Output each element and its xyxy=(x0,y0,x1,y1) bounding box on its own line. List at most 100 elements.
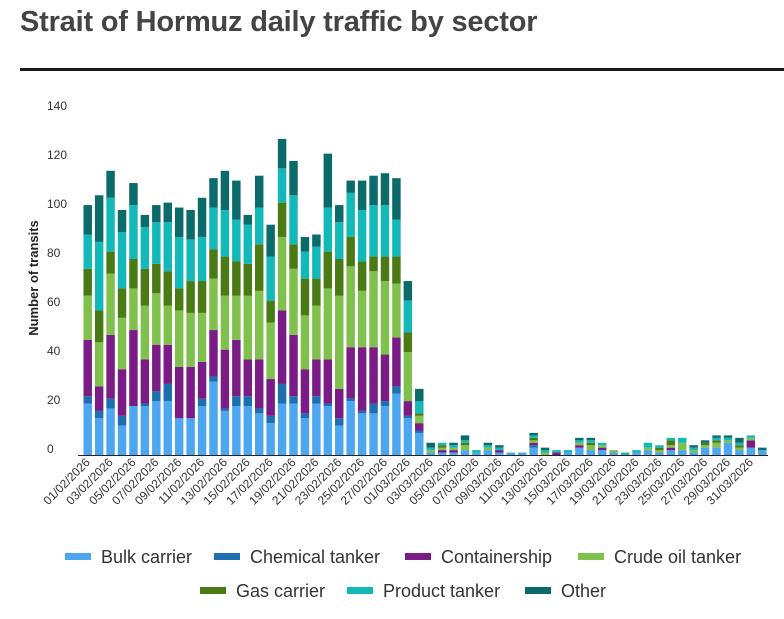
bar-segment xyxy=(392,283,401,338)
bar-segment xyxy=(106,408,115,455)
bar-segment xyxy=(106,251,115,274)
bar-segment xyxy=(643,447,653,451)
bar-segment xyxy=(735,450,744,455)
bar-segment xyxy=(117,232,127,289)
bar-segment xyxy=(106,170,115,198)
bar-segment xyxy=(312,359,321,397)
bar-segment xyxy=(94,410,104,419)
bar-segment xyxy=(197,281,207,313)
bar-segment xyxy=(495,447,504,451)
bar-segment xyxy=(243,359,253,397)
bar-segment xyxy=(117,288,127,318)
bar-segment xyxy=(266,300,275,323)
bar-segment xyxy=(460,442,470,446)
bar-segment xyxy=(94,241,104,311)
bar-segment xyxy=(163,222,172,272)
bar-segment xyxy=(563,452,573,455)
bar-segment xyxy=(449,445,458,448)
bar-segment xyxy=(232,261,241,296)
bar-segment xyxy=(277,310,287,384)
bar-segment xyxy=(449,447,458,451)
bar-segment xyxy=(415,401,424,414)
bar-segment xyxy=(415,415,424,424)
bar-segment xyxy=(140,359,150,404)
legend-swatch xyxy=(65,553,91,560)
bar-segment xyxy=(243,263,253,296)
bar-segment xyxy=(712,435,721,438)
bar-segment xyxy=(277,168,287,203)
bar-segment xyxy=(472,452,481,455)
bar-segment xyxy=(186,366,195,419)
y-tick-label: 20 xyxy=(47,393,61,407)
bar-segment xyxy=(735,437,744,443)
bar-segment xyxy=(369,271,378,348)
bar-segment xyxy=(186,281,195,313)
bar-segment xyxy=(163,344,172,384)
bar-segment xyxy=(129,183,138,206)
bar-segment xyxy=(289,268,298,335)
legend-swatch xyxy=(525,587,551,594)
bar-segment xyxy=(335,259,344,296)
bar-segment xyxy=(186,239,195,282)
bar-segment xyxy=(335,295,344,389)
bar-segment xyxy=(495,450,504,453)
bar-segment xyxy=(437,442,447,446)
bar-segment xyxy=(232,180,241,220)
bar-segment xyxy=(403,415,413,419)
bar-segment xyxy=(437,447,447,451)
bar-segment xyxy=(552,452,561,455)
y-axis: 0 20 40 60 80 100 120 140 xyxy=(47,99,67,456)
bar-segment xyxy=(586,437,596,441)
legend-item: Crude oil tanker xyxy=(578,547,741,567)
bar-segment xyxy=(117,210,127,233)
legend-label: Chemical tanker xyxy=(250,547,380,567)
bar-segment xyxy=(243,396,253,406)
bar-segment xyxy=(403,401,413,416)
bar-segment xyxy=(197,406,207,455)
legend-label: Gas carrier xyxy=(236,581,325,601)
bar-segment xyxy=(186,312,195,367)
bar-segment xyxy=(289,334,298,397)
bar-segment xyxy=(323,406,333,455)
bar-segment xyxy=(415,432,424,455)
y-tick-label: 120 xyxy=(47,148,67,162)
bar-segment xyxy=(277,383,287,404)
bar-segment xyxy=(506,452,515,455)
bar-segment xyxy=(232,396,241,406)
bar-segment xyxy=(380,406,390,455)
bar-segment xyxy=(472,450,481,453)
bar-segment xyxy=(117,415,127,426)
bar-segment xyxy=(712,440,721,443)
bar-segment xyxy=(335,205,344,223)
bar-segment xyxy=(335,388,344,419)
bar-segment xyxy=(152,344,161,392)
bar-segment xyxy=(186,418,195,455)
bar-segment xyxy=(174,418,184,455)
bar-segment xyxy=(689,445,698,448)
bar-segment xyxy=(575,442,584,446)
bar-segment xyxy=(266,224,275,257)
bar-segment xyxy=(163,271,172,306)
bar-segment xyxy=(666,437,676,441)
bar-segment xyxy=(312,403,321,455)
bar-segment xyxy=(666,447,676,451)
bar-segment xyxy=(735,445,744,448)
bar-segment xyxy=(266,256,275,301)
bar-segment xyxy=(174,207,184,237)
bar-segment xyxy=(129,205,138,259)
bar-segment xyxy=(655,450,664,453)
bar-segment xyxy=(392,393,401,455)
bar-segment xyxy=(277,202,287,237)
bar-segment xyxy=(460,435,470,441)
bar-segment xyxy=(483,442,493,446)
bar-segment xyxy=(529,435,538,438)
bar-segment xyxy=(335,425,344,455)
bar-segment xyxy=(437,445,447,448)
bar-segment xyxy=(460,440,470,443)
title-divider xyxy=(20,68,784,71)
bar-segment xyxy=(392,386,401,394)
bar-segment xyxy=(289,396,298,404)
bar-segment xyxy=(415,423,424,431)
bar-segment xyxy=(437,450,447,453)
bar-segment xyxy=(712,437,721,441)
